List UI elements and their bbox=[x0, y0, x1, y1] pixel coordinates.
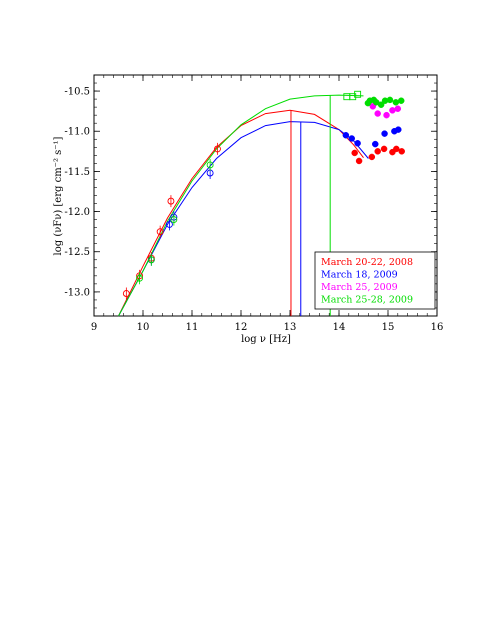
square-point bbox=[343, 93, 351, 101]
y-axis-label: log (νFν) [erg cm⁻² s⁻¹] bbox=[53, 136, 64, 255]
model-curve bbox=[118, 109, 364, 317]
x-tick-label: 12 bbox=[235, 322, 248, 333]
radio-point bbox=[156, 228, 164, 236]
optical-point bbox=[348, 135, 355, 142]
optical-point bbox=[377, 101, 385, 108]
radio-point bbox=[214, 145, 221, 153]
optical-point bbox=[368, 153, 376, 161]
radio-point bbox=[166, 220, 173, 228]
optical-point bbox=[397, 97, 405, 104]
x-tick-label: 14 bbox=[333, 322, 346, 333]
square-point bbox=[354, 90, 362, 98]
optical-point bbox=[386, 96, 394, 104]
optical-point bbox=[374, 148, 381, 155]
legend-box bbox=[314, 251, 436, 310]
axis-ticks: 9 10 11 12 13 14 15 16 -10.5 -11.0 -11.5 -12.0 -12.5… bbox=[64, 74, 444, 333]
square-point bbox=[349, 93, 357, 101]
optical-point bbox=[394, 105, 402, 112]
optical-point bbox=[380, 145, 388, 153]
optical-point bbox=[354, 140, 361, 147]
legend-entry: March 18, 2009 bbox=[321, 270, 398, 281]
optical-point bbox=[351, 149, 358, 157]
optical-point bbox=[392, 99, 400, 106]
x-axis-label: log ν [Hz] bbox=[241, 334, 291, 345]
optical-point bbox=[383, 111, 390, 119]
radio-point bbox=[122, 290, 130, 297]
y-tick-label: -10.5 bbox=[64, 87, 90, 98]
model-curve bbox=[118, 94, 364, 317]
radio-point bbox=[170, 216, 178, 224]
optical-point bbox=[381, 130, 388, 137]
optical-point bbox=[393, 145, 400, 153]
optical-point bbox=[374, 110, 381, 117]
y-tick-label: -12.0 bbox=[64, 207, 90, 218]
legend-entry: March 25-28, 2009 bbox=[321, 295, 413, 306]
radio-point bbox=[136, 274, 144, 282]
y-tick-label: -12.5 bbox=[64, 247, 90, 258]
x-tick-label: 9 bbox=[91, 322, 97, 333]
y-tick-label: -11.0 bbox=[64, 127, 90, 138]
legend-entry: March 25, 2009 bbox=[321, 282, 398, 293]
x-tick-label: 16 bbox=[431, 322, 444, 333]
optical-point bbox=[398, 148, 405, 155]
y-tick-label: -11.5 bbox=[64, 167, 90, 178]
optical-point bbox=[389, 107, 396, 114]
optical-point bbox=[342, 132, 350, 139]
optical-point bbox=[395, 126, 402, 133]
x-tick-label: 13 bbox=[284, 322, 297, 333]
radio-point bbox=[206, 161, 214, 169]
optical-point bbox=[355, 157, 363, 165]
y-tick-label: -13.0 bbox=[64, 287, 90, 298]
data-points bbox=[122, 90, 405, 300]
optical-point bbox=[372, 140, 379, 148]
radio-point bbox=[147, 256, 155, 264]
x-tick-label: 15 bbox=[382, 322, 395, 333]
x-tick-label: 10 bbox=[137, 322, 150, 333]
legend-entry: March 20-22, 2008 bbox=[321, 257, 413, 268]
radio-point bbox=[167, 197, 175, 205]
x-tick-label: 11 bbox=[186, 322, 199, 333]
